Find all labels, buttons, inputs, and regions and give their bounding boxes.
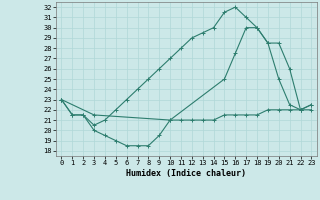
X-axis label: Humidex (Indice chaleur): Humidex (Indice chaleur) (126, 169, 246, 178)
